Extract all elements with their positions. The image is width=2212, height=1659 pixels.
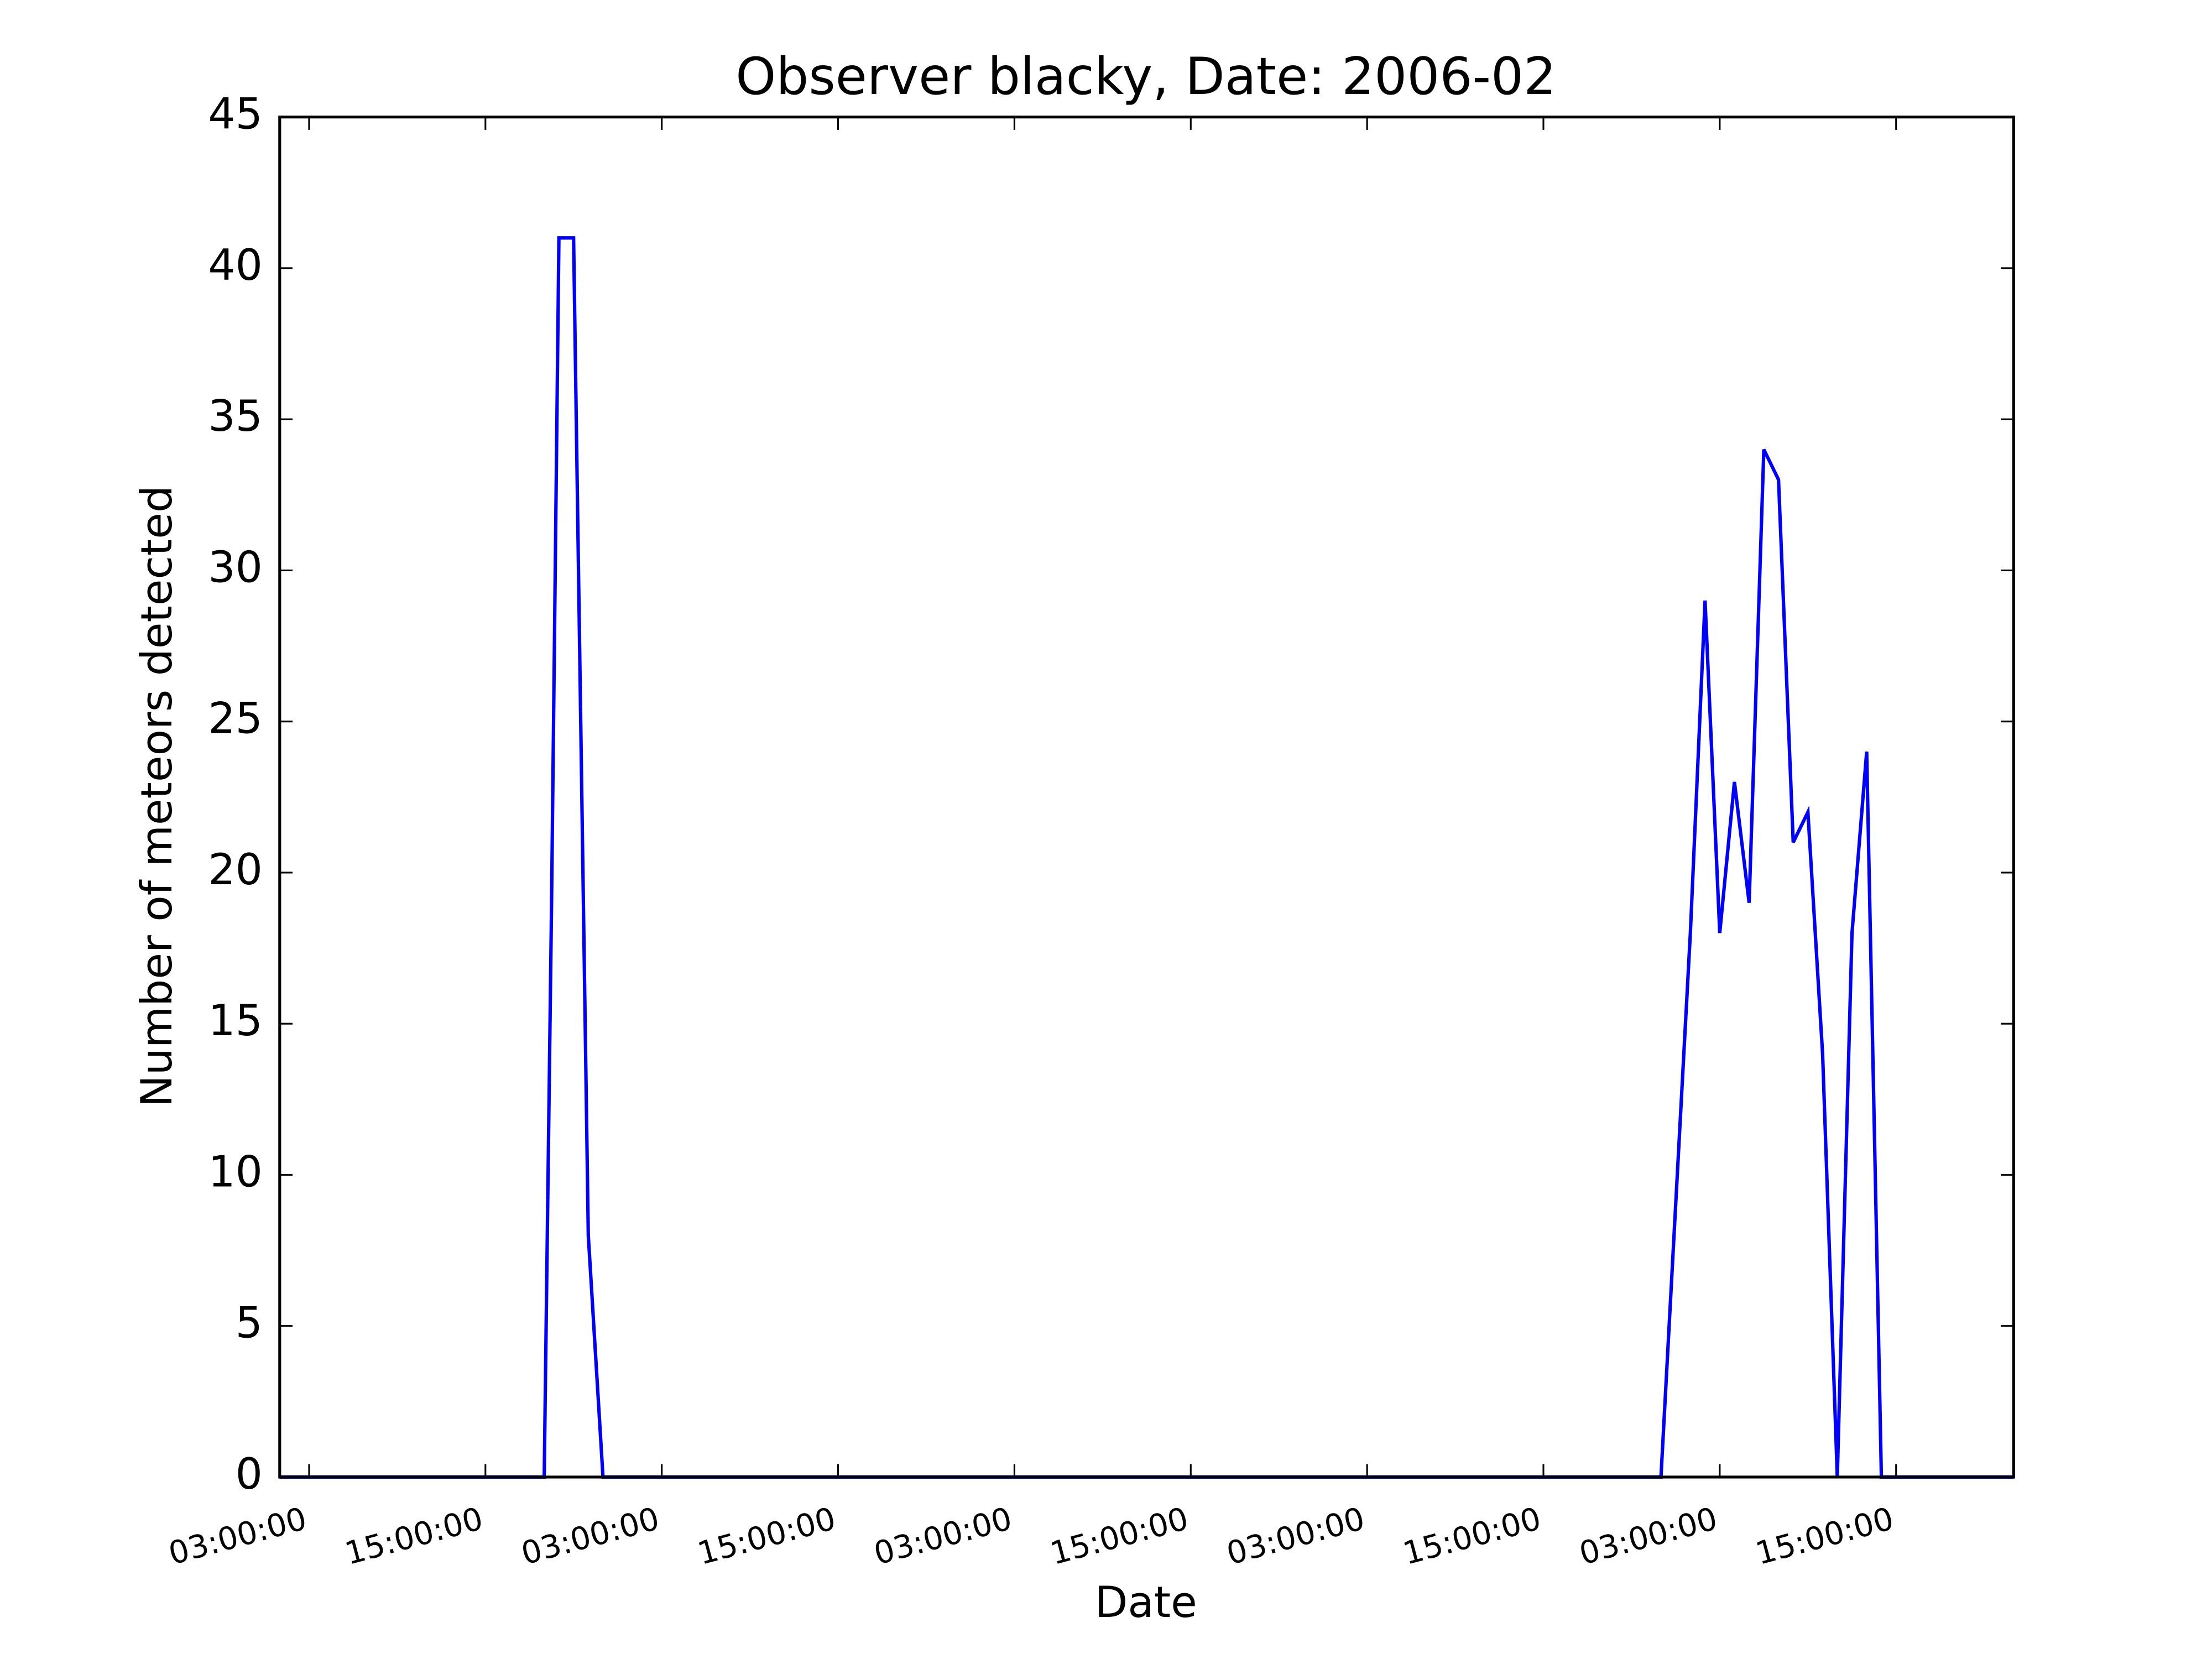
y-tick-label: 5 [236, 1298, 263, 1348]
y-axis-label: Number of meteors detected [132, 486, 182, 1107]
y-tick-label: 30 [208, 542, 263, 592]
y-tick-label: 40 [208, 241, 263, 290]
plot-frame [278, 116, 2015, 1479]
y-tick-label: 45 [208, 90, 263, 139]
x-axis-label: Date [1095, 1578, 1197, 1627]
y-tick-label: 0 [236, 1449, 263, 1499]
data-line [279, 236, 2014, 1479]
y-tick-label: 10 [208, 1147, 263, 1197]
y-tick-label: 20 [208, 845, 263, 895]
y-tick-label: 35 [208, 392, 263, 441]
y-tick-label: 15 [208, 996, 263, 1046]
chart-title: Observer blacky, Date: 2006-02 [735, 46, 1556, 106]
y-tick-label: 25 [208, 694, 263, 744]
